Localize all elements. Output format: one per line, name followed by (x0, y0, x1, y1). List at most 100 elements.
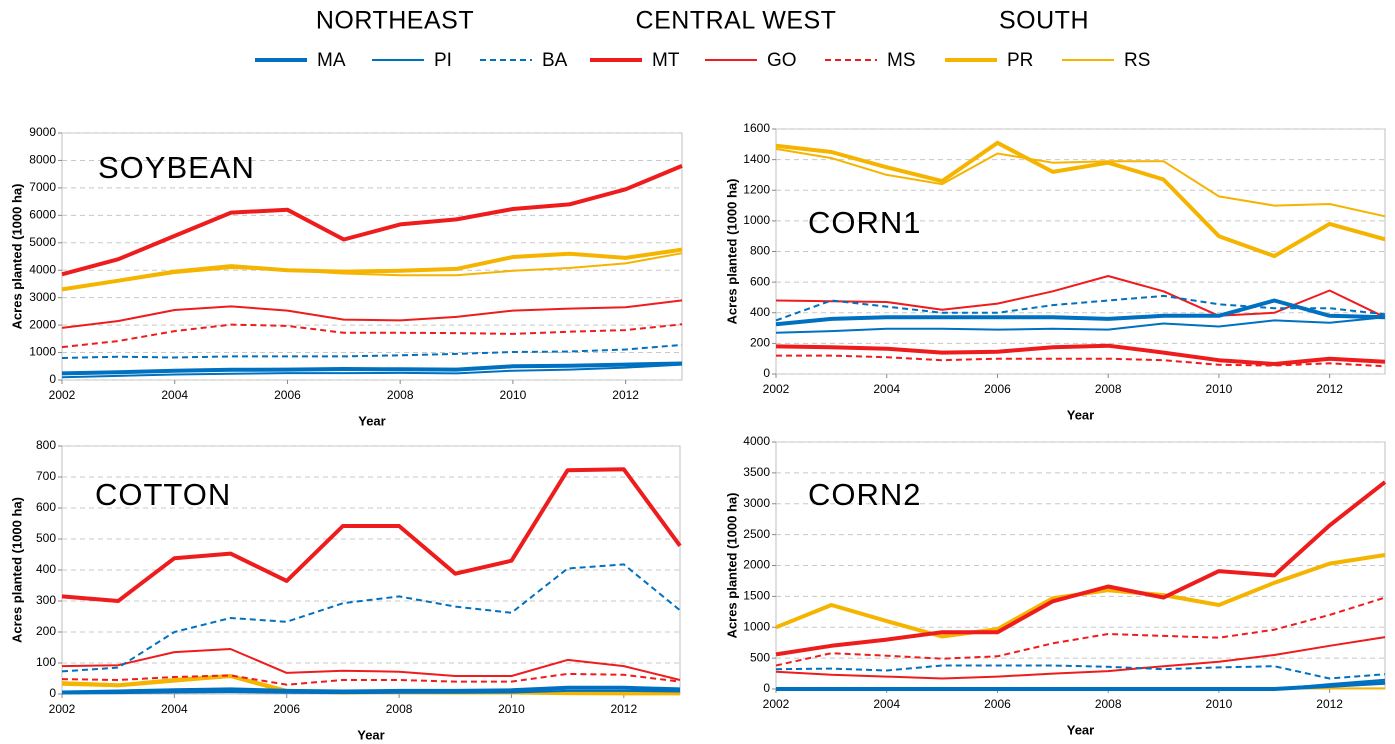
y-tick-label: 4000 (29, 262, 56, 276)
series-line: PR (61, 247, 683, 292)
series-line: MS (775, 596, 1386, 667)
y-tick-label: 300 (36, 593, 56, 607)
series-line: MT (61, 164, 683, 277)
y-tick-label: 9000 (29, 125, 56, 139)
legend-label: BA (542, 50, 568, 71)
legend-label: MA (317, 50, 346, 71)
x-tick-label: 2008 (1095, 697, 1122, 711)
y-tick-label: 1000 (743, 619, 770, 633)
x-tick-label: 2012 (1316, 697, 1343, 711)
x-tick-label: 2012 (610, 702, 637, 716)
legend-label: GO (767, 50, 797, 71)
series-line: PI (775, 316, 1386, 334)
x-tick-label: 2002 (763, 382, 790, 396)
x-tick-label: 2006 (274, 388, 301, 402)
series-line: MT (61, 467, 682, 603)
x-tick-label: 2004 (161, 388, 188, 402)
y-tick-label: 0 (49, 686, 56, 700)
series-line: MA (775, 298, 1386, 327)
y-axis-label: Acres planted (1000 ha) (9, 497, 24, 643)
legend-label: MS (887, 50, 916, 71)
y-tick-label: 500 (36, 531, 56, 545)
x-tick-label: 2010 (1206, 382, 1233, 396)
legend-group: NORTHEAST (316, 7, 474, 35)
y-tick-label: 600 (36, 500, 56, 514)
series-line: MA (61, 685, 681, 695)
chart-title: SOYBEAN (98, 150, 255, 185)
y-tick-label: 200 (36, 624, 56, 638)
x-tick-label: 2012 (1316, 382, 1343, 396)
y-tick-label: 3000 (29, 290, 56, 304)
legend-label: MT (652, 50, 680, 71)
x-tick-label: 2008 (1095, 382, 1122, 396)
x-tick-label: 2004 (161, 702, 188, 716)
x-tick-label: 2010 (498, 702, 525, 716)
x-tick-label: 2012 (612, 388, 639, 402)
y-tick-label: 800 (750, 244, 770, 258)
x-axis-label: Year (357, 727, 384, 742)
series-line: BA (61, 563, 681, 673)
y-tick-label: 1600 (743, 121, 770, 135)
x-tick-label: 2006 (273, 702, 300, 716)
x-tick-label: 2002 (49, 702, 76, 716)
y-tick-label: 8000 (29, 153, 56, 167)
y-tick-label: 800 (36, 438, 56, 452)
x-tick-label: 2002 (763, 697, 790, 711)
series-line: BA (775, 294, 1386, 322)
y-tick-label: 4000 (743, 434, 770, 448)
y-axis-label: Acres planted (1000 ha) (9, 184, 24, 330)
y-tick-label: 100 (36, 655, 56, 669)
series-line: PR (775, 140, 1386, 259)
y-axis-label: Acres planted (1000 ha) (724, 493, 739, 639)
legend-label: RS (1124, 50, 1150, 71)
chart-title: COTTON (95, 477, 231, 512)
x-tick-label: 2004 (873, 382, 900, 396)
series-line: MS (61, 672, 681, 686)
y-tick-label: 2000 (29, 317, 56, 331)
chart-title: CORN2 (808, 477, 922, 512)
x-axis-label: Year (1067, 722, 1094, 737)
y-tick-label: 0 (763, 366, 770, 380)
legend-label: PR (1007, 50, 1033, 71)
y-axis-label: Acres planted (1000 ha) (724, 179, 739, 325)
y-tick-label: 7000 (29, 180, 56, 194)
chart-title: CORN1 (808, 205, 922, 240)
x-tick-label: 2008 (387, 388, 414, 402)
y-tick-label: 0 (49, 372, 56, 386)
y-tick-label: 400 (36, 562, 56, 576)
legend-group: SOUTH (999, 7, 1089, 35)
series-line: MA (776, 680, 1386, 691)
y-tick-label: 400 (750, 305, 770, 319)
x-axis-label: Year (1067, 407, 1094, 422)
y-tick-label: 1500 (743, 589, 770, 603)
x-tick-label: 2006 (984, 697, 1011, 711)
y-tick-label: 0 (763, 681, 770, 695)
y-tick-label: 500 (750, 650, 770, 664)
series-line: GO (775, 636, 1386, 680)
series-line: GO (61, 299, 683, 329)
y-tick-label: 1200 (743, 182, 770, 196)
legend-label: PI (434, 50, 452, 71)
y-tick-label: 5000 (29, 235, 56, 249)
y-tick-label: 200 (750, 336, 770, 350)
series-line: MT (775, 480, 1387, 657)
series-line: BA (61, 343, 683, 359)
y-tick-label: 700 (36, 469, 56, 483)
x-tick-label: 2010 (500, 388, 527, 402)
series-line: RS (775, 147, 1386, 218)
x-tick-label: 2010 (1206, 697, 1233, 711)
y-tick-label: 6000 (29, 208, 56, 222)
x-tick-label: 2008 (386, 702, 413, 716)
y-tick-label: 2000 (743, 558, 770, 572)
series-line: MS (776, 354, 1386, 368)
series-line: BA (775, 664, 1386, 680)
x-tick-label: 2006 (984, 382, 1011, 396)
series-line: GO (61, 648, 681, 681)
x-tick-label: 2002 (49, 388, 76, 402)
y-tick-label: 1000 (743, 213, 770, 227)
legend-group: CENTRAL WEST (636, 7, 837, 35)
y-tick-label: 3000 (743, 496, 770, 510)
x-axis-label: Year (358, 413, 385, 428)
y-tick-label: 1400 (743, 152, 770, 166)
